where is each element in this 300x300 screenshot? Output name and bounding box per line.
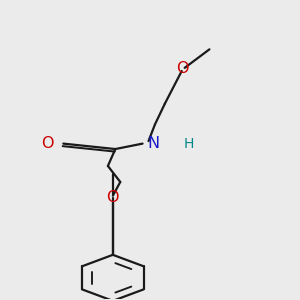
Text: H: H [183,136,194,151]
Text: O: O [41,136,53,151]
Text: O: O [176,61,188,76]
Text: N: N [148,136,160,151]
Text: O: O [106,190,119,206]
